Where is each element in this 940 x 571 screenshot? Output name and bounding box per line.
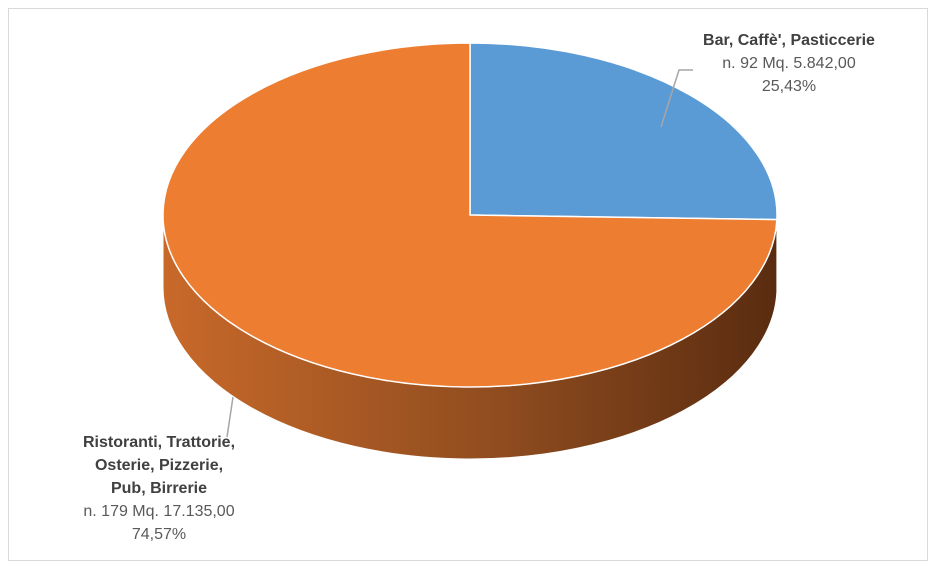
slice-percent-bar: 25,43% bbox=[761, 78, 817, 95]
chart-frame: Bar, Caffè', Pasticcerie n. 92 Mq. 5.842… bbox=[8, 8, 928, 561]
slice-ristoranti bbox=[162, 42, 778, 388]
slice-name-bar-0: Bar, Caffè', Pasticcerie bbox=[703, 32, 875, 49]
slice-label-bar: Bar, Caffè', Pasticcerie n. 92 Mq. 5.842… bbox=[654, 29, 924, 98]
leader-line-bar bbox=[660, 69, 693, 128]
leader-line-ristoranti bbox=[226, 396, 234, 438]
slice-detail-ristoranti: n. 179 Mq. 17.135,00 bbox=[83, 503, 235, 520]
pie-chart bbox=[162, 42, 778, 460]
slice-detail-bar: n. 92 Mq. 5.842,00 bbox=[722, 55, 856, 72]
slice-bar bbox=[469, 42, 778, 221]
slice-name-ristoranti-2: Pub, Birrerie bbox=[110, 480, 208, 497]
slice-percent-ristoranti: 74,57% bbox=[131, 526, 187, 543]
slice-name-ristoranti-1: Osterie, Pizzerie, bbox=[94, 457, 224, 474]
slice-label-ristoranti: Ristoranti, Trattorie, Osterie, Pizzerie… bbox=[29, 431, 289, 546]
slice-name-ristoranti-0: Ristoranti, Trattorie, bbox=[82, 434, 236, 451]
